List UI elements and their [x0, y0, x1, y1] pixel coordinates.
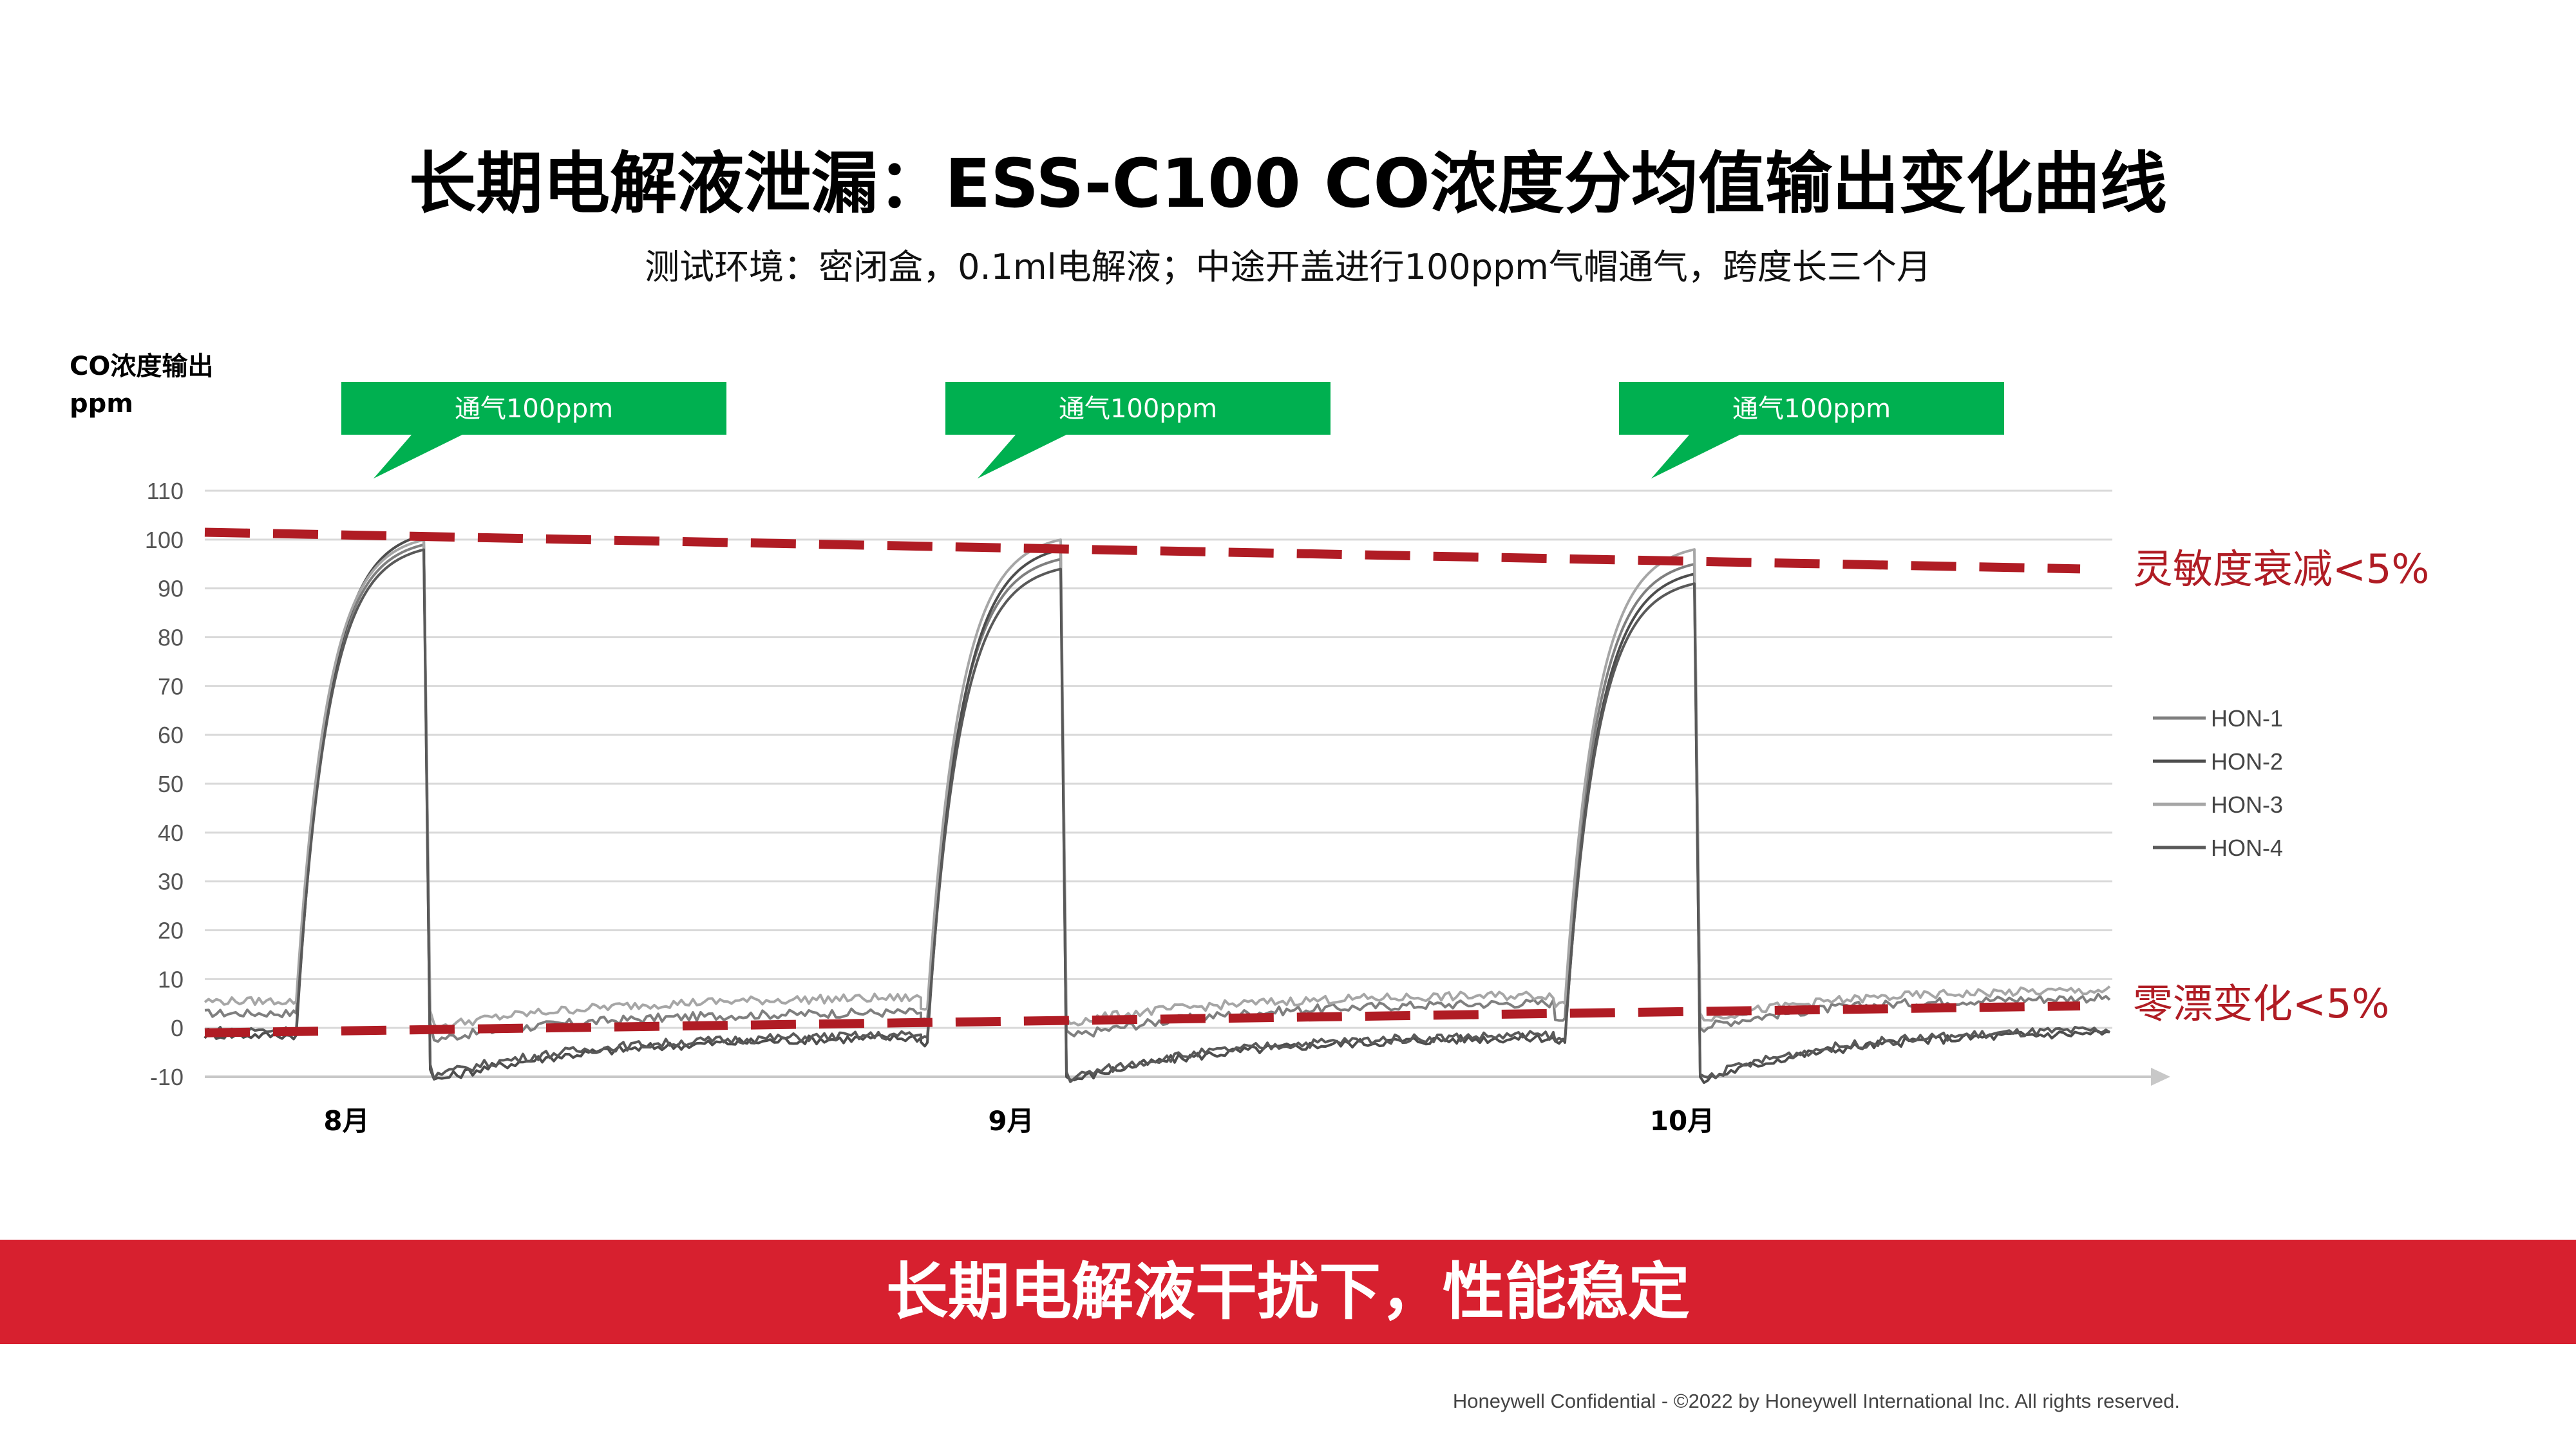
- vent-callout-label: 通气100ppm: [1059, 394, 1217, 424]
- legend-label-hon-2: HON-2: [2211, 748, 2283, 775]
- series-line-hon-1: [204, 543, 2111, 1043]
- month-label: 10月: [1650, 1105, 1714, 1137]
- y-tick-label: 10: [158, 966, 184, 992]
- vent-callout-box: [1619, 382, 2004, 435]
- zero-drift-label: 零漂变化<5%: [2133, 980, 2389, 1027]
- series-line-hon-2: [204, 533, 2110, 1084]
- y-axis-label-line-1: CO浓度输出: [70, 352, 214, 381]
- co-output-chart: -10 0 10 20 30 40 50 60 70 80 90 100 110 8月 9月 10月 灵敏度衰减…: [145, 382, 2429, 1137]
- series-line-hon-4: [204, 548, 2111, 1083]
- page-title: 长期电解液泄漏：ESS-C100 CO浓度分均值输出变化曲线: [409, 144, 2167, 223]
- y-tick-label: 110: [147, 478, 184, 504]
- y-tick-label: 0: [171, 1015, 184, 1041]
- sensitivity-decay-label: 灵敏度衰减<5%: [2133, 545, 2429, 592]
- vent-callout-pointer: [978, 434, 1068, 478]
- month-label: 8月: [323, 1105, 369, 1137]
- y-tick-label: 90: [158, 576, 184, 602]
- y-tick-label: 100: [145, 527, 184, 553]
- y-tick-label: 20: [158, 918, 184, 944]
- x-axis-arrow: [2151, 1068, 2170, 1086]
- series-line-hon-3: [204, 538, 2111, 1031]
- vent-callout-box: [341, 382, 726, 435]
- legend-label-hon-1: HON-1: [2211, 705, 2283, 732]
- y-tick-label: 80: [158, 625, 184, 651]
- sensitivity-trend-line: [204, 527, 2081, 574]
- legend-label-hon-4: HON-4: [2211, 835, 2283, 861]
- vent-callout-pointer: [374, 434, 464, 478]
- vent-callout-box: [945, 382, 1331, 435]
- conclusion-banner-text: 长期电解液干扰下，性能稳定: [886, 1256, 1690, 1328]
- y-axis-label-line-2: ppm: [70, 389, 133, 419]
- vent-callout-label: 通气100ppm: [455, 394, 613, 424]
- month-label: 9月: [988, 1105, 1034, 1137]
- y-tick-label: 60: [158, 722, 184, 748]
- legend-label-hon-3: HON-3: [2211, 791, 2283, 818]
- vent-callout-pointer: [1651, 434, 1741, 478]
- zero-drift-trend-line: [204, 1001, 2081, 1037]
- y-tick-label: 30: [158, 869, 184, 895]
- footer-copyright: Honeywell Confidential - ©2022 by Honeyw…: [1452, 1390, 2180, 1412]
- y-tick-label: 40: [158, 820, 184, 846]
- y-axis-label: CO浓度输出 ppm: [70, 348, 213, 422]
- y-tick-label: -10: [150, 1064, 184, 1090]
- page-subtitle: 测试环境：密闭盒，0.1ml电解液；中途开盖进行100ppm气帽通气，跨度长三个…: [645, 247, 1931, 287]
- y-tick-label: 70: [158, 673, 184, 699]
- conclusion-banner: 长期电解液干扰下，性能稳定: [0, 1240, 2576, 1344]
- y-tick-label: 50: [158, 771, 184, 797]
- vent-callout-label: 通气100ppm: [1732, 394, 1891, 424]
